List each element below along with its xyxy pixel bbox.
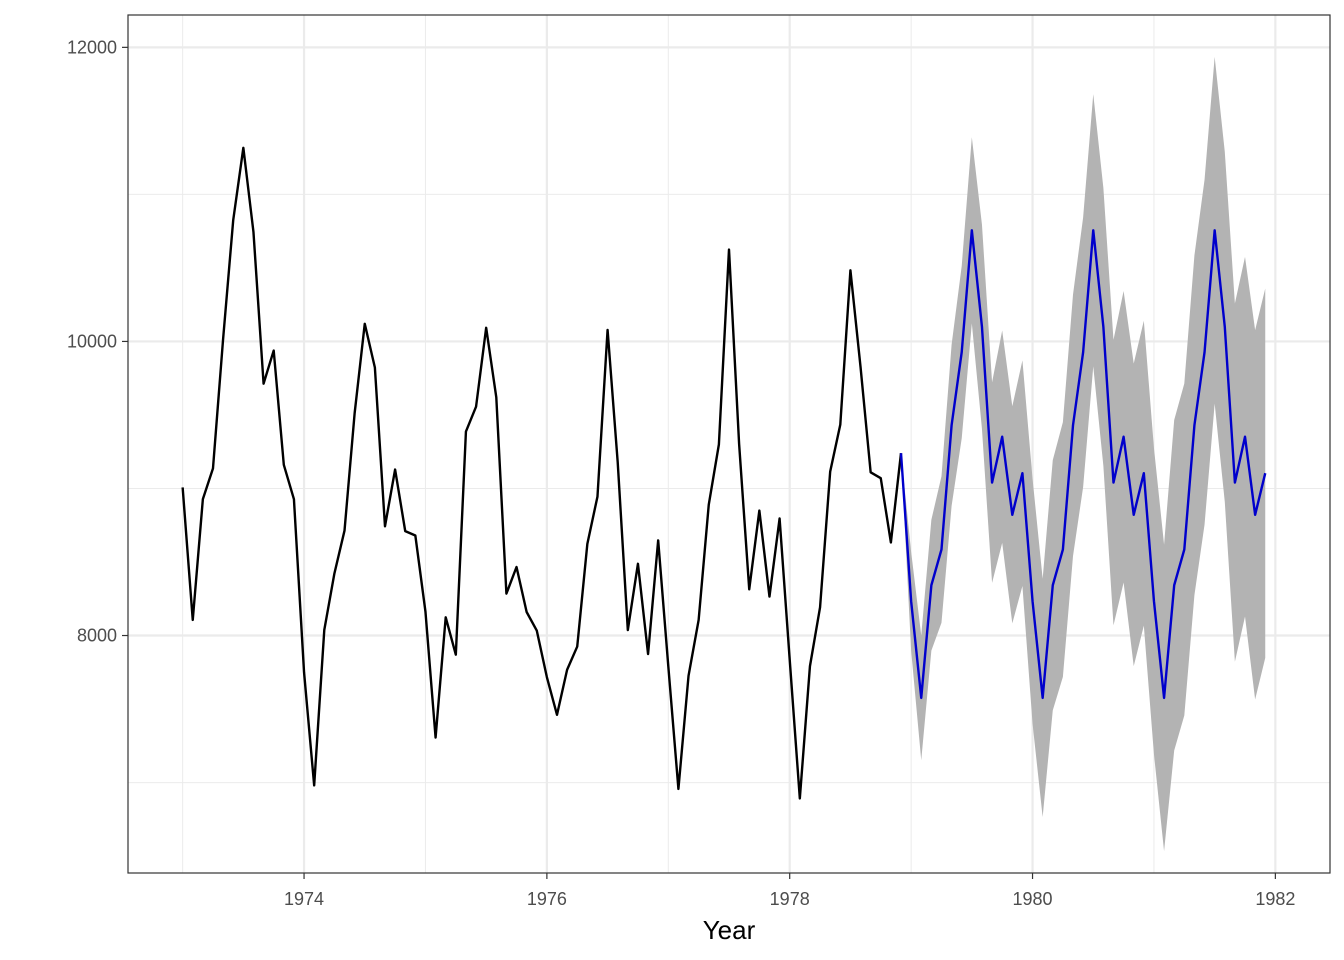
series-lines: [181, 146, 1267, 800]
x-tick-label: 1978: [770, 889, 810, 909]
x-tick-label: 1976: [527, 889, 567, 909]
x-axis: 1974 1976 1978 1980 1982: [284, 873, 1295, 909]
interval-band: [901, 56, 1266, 852]
y-tick-label: 10000: [67, 331, 117, 351]
x-tick-label: 1974: [284, 889, 324, 909]
x-tick-label: 1980: [1013, 889, 1053, 909]
x-axis-title: Year: [703, 915, 756, 945]
major-gridlines: [128, 15, 1330, 873]
x-tick-label: 1982: [1255, 889, 1295, 909]
y-tick-label: 8000: [77, 626, 117, 646]
y-axis: 8000 10000 12000: [67, 37, 128, 646]
y-tick-label: 12000: [67, 37, 117, 57]
prediction-interval: [901, 56, 1266, 852]
panel-border: [127, 14, 1331, 874]
forecast-series-line: [899, 229, 1267, 700]
observed-series-line: [181, 146, 903, 800]
